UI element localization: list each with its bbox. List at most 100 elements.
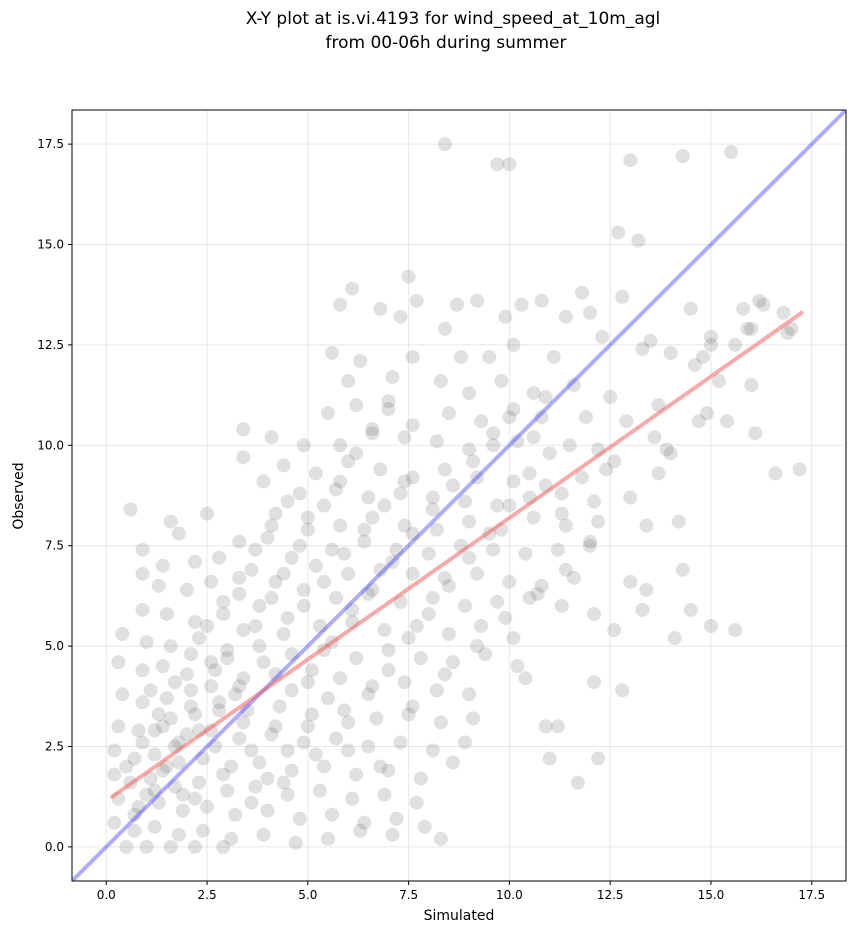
data-point-239 xyxy=(264,727,279,742)
data-point-224 xyxy=(212,695,227,710)
data-point-267 xyxy=(191,775,206,790)
data-point-302 xyxy=(163,839,178,854)
data-point-154 xyxy=(675,562,690,577)
data-point-362 xyxy=(183,647,198,662)
data-point-281 xyxy=(228,807,243,822)
data-point-126 xyxy=(232,534,247,549)
data-point-41 xyxy=(595,329,610,344)
data-point-220 xyxy=(115,687,130,702)
data-point-298 xyxy=(417,819,432,834)
data-point-356 xyxy=(522,466,537,481)
data-point-215 xyxy=(429,683,444,698)
data-point-214 xyxy=(397,675,412,690)
data-point-401 xyxy=(538,390,553,405)
data-point-9 xyxy=(345,281,360,296)
data-point-186 xyxy=(607,623,622,638)
data-point-169 xyxy=(554,598,569,613)
data-point-310 xyxy=(175,787,190,802)
data-point-365 xyxy=(232,570,247,585)
data-point-61 xyxy=(502,410,517,425)
data-point-88 xyxy=(437,462,452,477)
data-point-265 xyxy=(143,771,158,786)
data-point-151 xyxy=(534,578,549,593)
data-point-128 xyxy=(292,538,307,553)
data-point-268 xyxy=(220,783,235,798)
data-point-89 xyxy=(470,470,485,485)
data-point-176 xyxy=(216,606,231,621)
data-point-236 xyxy=(179,727,194,742)
data-point-363 xyxy=(200,619,215,634)
data-point-272 xyxy=(345,791,360,806)
data-point-161 xyxy=(296,582,311,597)
data-point-145 xyxy=(341,566,356,581)
data-point-129 xyxy=(325,542,340,557)
data-point-245 xyxy=(458,735,473,750)
data-point-31 xyxy=(728,337,743,352)
data-point-118 xyxy=(558,518,573,533)
data-point-251 xyxy=(171,755,186,770)
data-point-326 xyxy=(228,687,243,702)
x-tick-label-1: 2.5 xyxy=(198,888,217,902)
data-point-62 xyxy=(534,410,549,425)
data-point-406 xyxy=(712,374,727,389)
data-point-158 xyxy=(204,574,219,589)
data-point-182 xyxy=(409,619,424,634)
data-point-361 xyxy=(167,675,182,690)
data-point-230 xyxy=(401,707,416,722)
data-point-0 xyxy=(437,137,452,152)
data-point-346 xyxy=(320,691,335,706)
data-point-258 xyxy=(381,763,396,778)
data-point-305 xyxy=(143,683,158,698)
data-point-159 xyxy=(232,586,247,601)
data-point-42 xyxy=(643,333,658,348)
data-point-311 xyxy=(216,767,231,782)
data-point-206 xyxy=(155,659,170,674)
data-point-14 xyxy=(470,293,485,308)
data-point-221 xyxy=(135,695,150,710)
data-point-10 xyxy=(333,297,348,312)
data-point-271 xyxy=(312,783,327,798)
data-point-217 xyxy=(518,671,533,686)
data-point-18 xyxy=(615,289,630,304)
y-tick-label-7: 17.5 xyxy=(37,137,64,151)
data-point-211 xyxy=(300,675,315,690)
data-point-43 xyxy=(687,357,702,372)
data-point-242 xyxy=(361,739,376,754)
data-point-228 xyxy=(337,703,352,718)
data-point-24 xyxy=(437,321,452,336)
data-point-106 xyxy=(554,486,569,501)
data-point-165 xyxy=(425,590,440,605)
data-point-321 xyxy=(425,502,440,517)
data-point-241 xyxy=(329,731,344,746)
data-point-131 xyxy=(389,542,404,557)
x-tick-label-3: 7.5 xyxy=(399,888,418,902)
data-point-232 xyxy=(466,711,481,726)
data-point-285 xyxy=(357,815,372,830)
data-point-63 xyxy=(578,410,593,425)
y-tick-label-2: 5.0 xyxy=(45,639,64,653)
data-point-231 xyxy=(433,715,448,730)
plot-area-frame xyxy=(71,109,847,882)
data-point-174 xyxy=(159,606,174,621)
data-point-395 xyxy=(498,610,513,625)
data-point-85 xyxy=(341,454,356,469)
data-point-153 xyxy=(639,582,654,597)
data-point-387 xyxy=(244,795,259,810)
data-point-5 xyxy=(724,145,739,160)
data-point-76 xyxy=(526,430,541,445)
data-point-347 xyxy=(341,715,356,730)
data-point-342 xyxy=(236,715,251,730)
data-point-92 xyxy=(574,470,589,485)
data-point-235 xyxy=(155,719,170,734)
data-point-291 xyxy=(196,823,211,838)
data-point-30 xyxy=(703,329,718,344)
data-point-11 xyxy=(373,301,388,316)
data-point-337 xyxy=(232,679,247,694)
data-point-372 xyxy=(187,707,202,722)
data-point-87 xyxy=(405,470,420,485)
data-point-343 xyxy=(260,771,275,786)
data-point-123 xyxy=(163,514,178,529)
data-point-8 xyxy=(401,269,416,284)
data-point-262 xyxy=(591,751,606,766)
data-point-12 xyxy=(409,293,424,308)
